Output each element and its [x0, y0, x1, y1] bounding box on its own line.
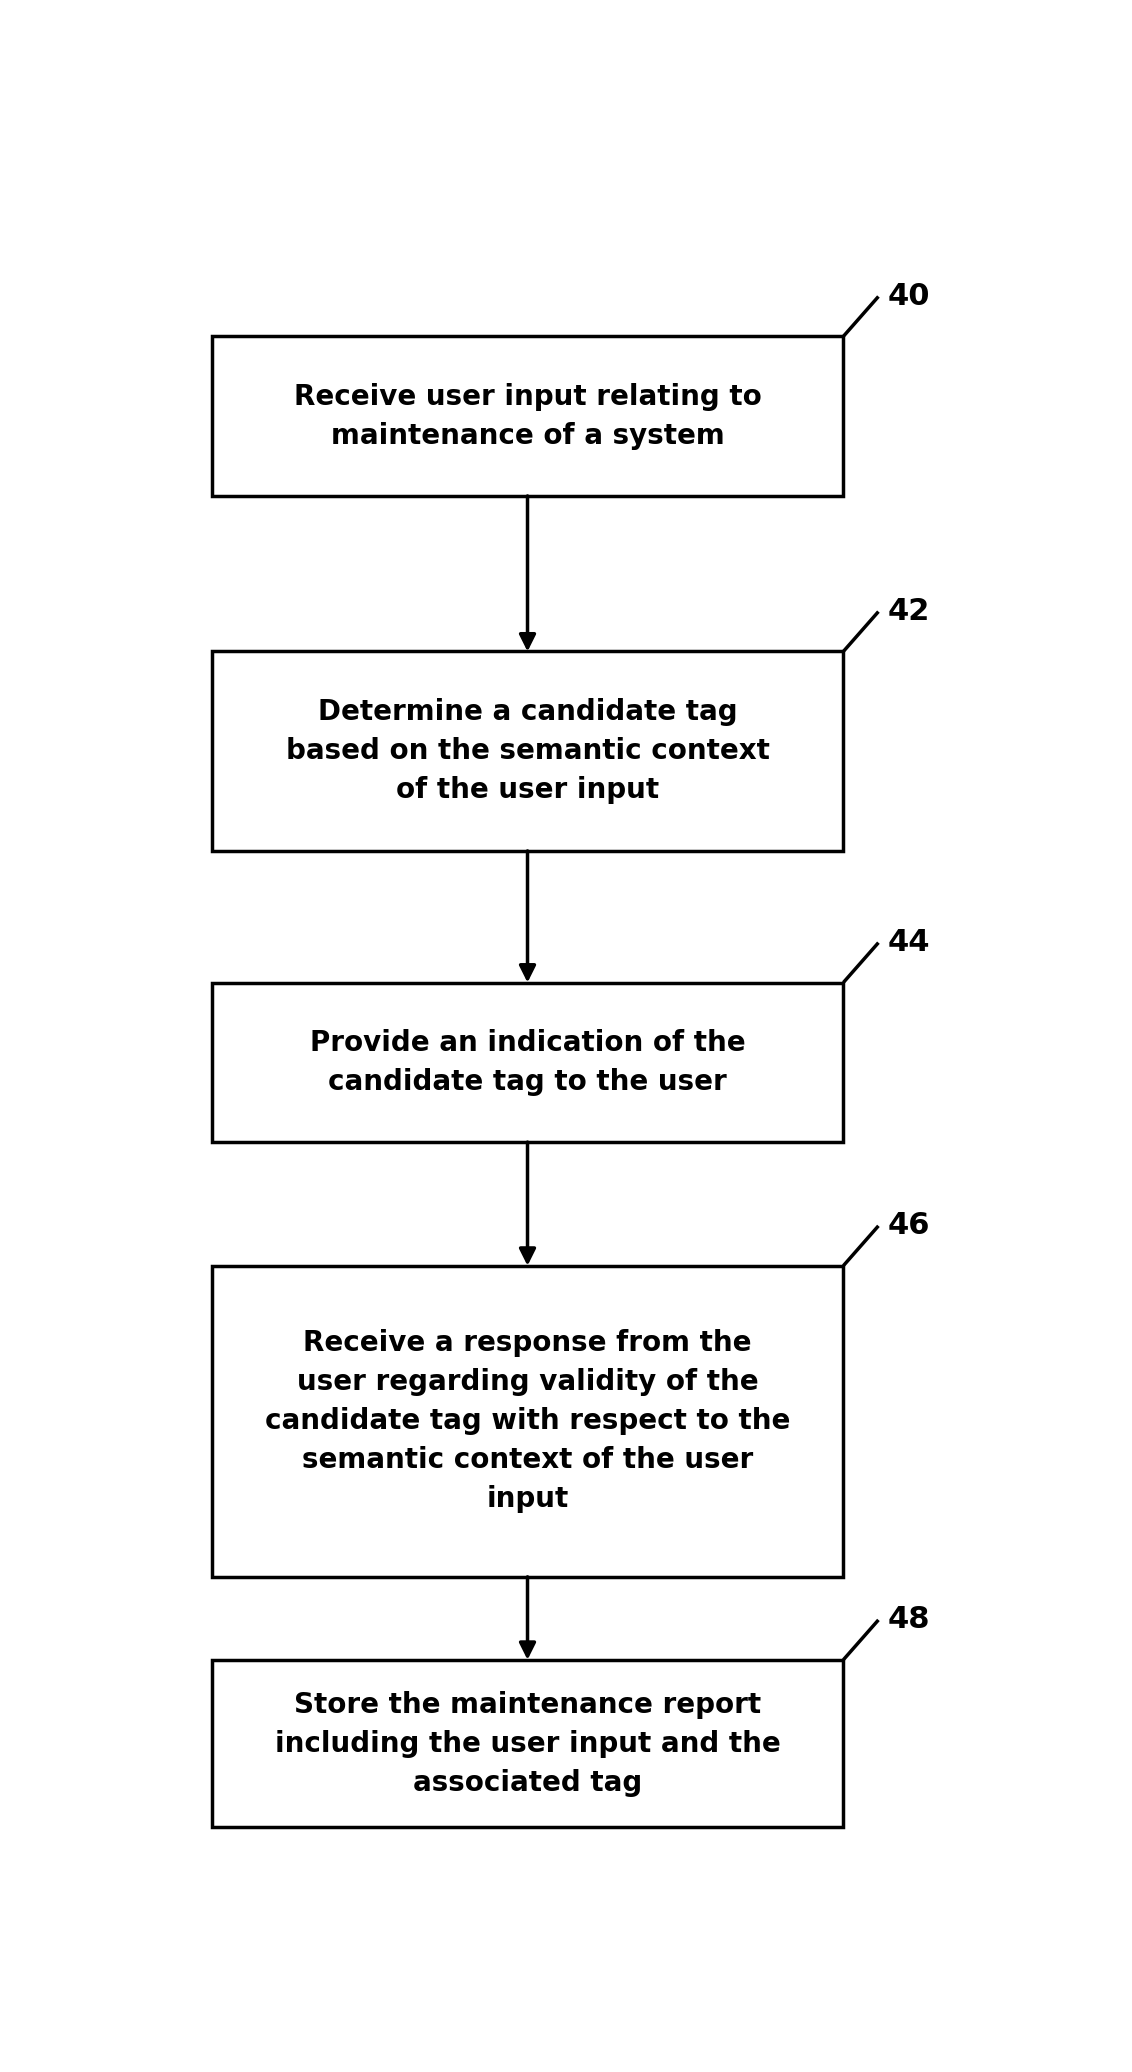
Text: 48: 48	[887, 1606, 929, 1635]
Text: 40: 40	[887, 282, 929, 311]
Text: Determine a candidate tag
based on the semantic context
of the user input: Determine a candidate tag based on the s…	[285, 698, 770, 804]
Bar	[212, 982, 843, 1142]
Text: 46: 46	[887, 1212, 929, 1241]
Bar	[212, 1660, 843, 1828]
Text: 44: 44	[887, 928, 929, 957]
Text: 42: 42	[887, 597, 929, 626]
Bar	[212, 336, 843, 495]
Text: Provide an indication of the
candidate tag to the user: Provide an indication of the candidate t…	[310, 1030, 745, 1096]
Bar	[212, 1266, 843, 1577]
Bar	[212, 651, 843, 852]
Text: Receive a response from the
user regarding validity of the
candidate tag with re: Receive a response from the user regardi…	[265, 1330, 790, 1513]
Text: Receive user input relating to
maintenance of a system: Receive user input relating to maintenan…	[293, 383, 762, 450]
Text: Store the maintenance report
including the user input and the
associated tag: Store the maintenance report including t…	[275, 1691, 780, 1796]
